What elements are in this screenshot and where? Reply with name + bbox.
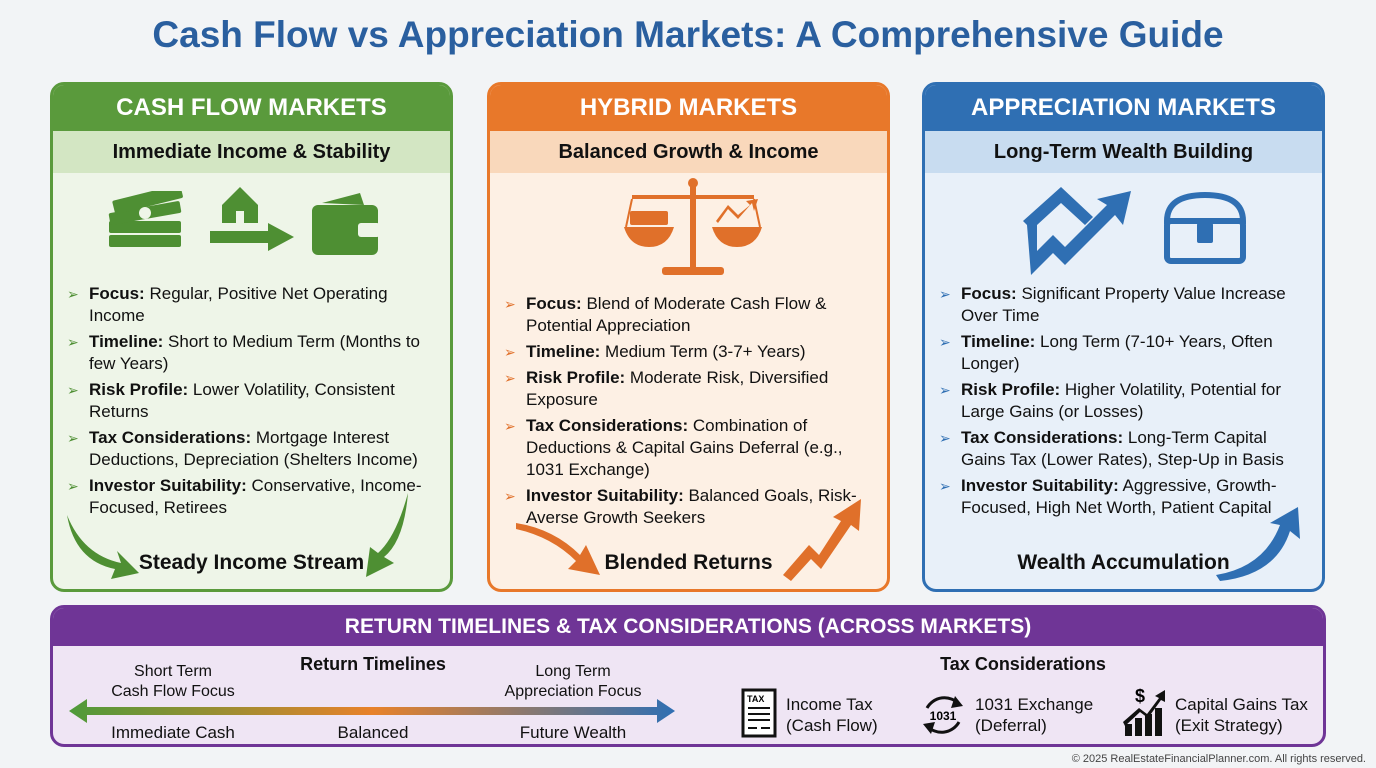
- appreciation-focus-label: Appreciation Focus: [504, 683, 642, 700]
- appreciation-card: APPRECIATION MARKETS Long-Term Wealth Bu…: [922, 82, 1325, 592]
- wallet-icon: [312, 193, 380, 255]
- list-item: ➢ Investor Suitability: Aggressive, Growt…: [939, 476, 1277, 517]
- panel-header: RETURN TIMELINES & TAX CONSIDERATIONS (A…: [53, 608, 1323, 646]
- list-item: ➢ Investor Suitability: Balanced Goals, R…: [504, 486, 857, 527]
- balance-scale-icon: [624, 178, 762, 275]
- list-item: ➢ Focus: Significant Property Value Incre…: [939, 284, 1286, 325]
- future-wealth-label: Future Wealth: [519, 723, 627, 742]
- timelines-tax-panel: RETURN TIMELINES & TAX CONSIDERATIONS (A…: [50, 605, 1326, 747]
- list-item: ➢ Timeline: Long Term (7-10+ Years, Often…: [939, 332, 1273, 373]
- treasure-chest-icon: [1163, 191, 1247, 264]
- card-footer: Wealth Accumulation: [1017, 551, 1230, 574]
- svg-text:1031: 1031: [930, 709, 957, 723]
- list-item: ➢ Focus: Blend of Moderate Cash Flow & Po…: [504, 294, 827, 335]
- timeline-arrow: [69, 699, 675, 723]
- list-item: ➢ Timeline: Short to Medium Term (Months …: [67, 332, 420, 373]
- card-footer: Blended Returns: [604, 551, 773, 574]
- tax-title: Tax Considerations: [940, 654, 1106, 674]
- house-arrow-icon: [210, 187, 294, 251]
- timelines-title: Return Timelines: [300, 654, 446, 674]
- immediate-cash-label: Immediate Cash: [111, 723, 235, 742]
- curved-arrow-icon: [366, 493, 408, 577]
- list-item: ➢ Tax Considerations: Long-Term Capital G…: [939, 428, 1284, 469]
- income-tax-label: Income Tax (Cash Flow): [786, 695, 878, 735]
- long-term-label: Long Term: [535, 663, 611, 680]
- card-header: CASH FLOW MARKETS: [53, 85, 450, 131]
- list-item: ➢ Investor Suitability: Conservative, Inc…: [67, 476, 422, 517]
- capital-gains-chart-icon: $: [1123, 686, 1165, 736]
- page-title: Cash Flow vs Appreciation Markets: A Com…: [152, 14, 1224, 55]
- copyright: © 2025 RealEstateFinancialPlanner.com. A…: [1071, 753, 1366, 765]
- exchange-cycle-icon: 1031: [923, 696, 963, 734]
- list-item: ➢ Risk Profile: Higher Volatility, Potent…: [939, 380, 1281, 421]
- list-item: ➢ Tax Considerations: Mortgage Interest D…: [67, 428, 418, 469]
- capital-gains-label: Capital Gains Tax (Exit Strategy): [1175, 695, 1308, 735]
- balanced-label: Balanced: [337, 723, 409, 742]
- list-item: ➢ Focus: Regular, Positive Net Operating …: [67, 284, 388, 325]
- card-subtitle: Balanced Growth & Income: [490, 131, 887, 173]
- card-header: APPRECIATION MARKETS: [925, 85, 1322, 131]
- svg-text:TAX: TAX: [747, 694, 764, 704]
- card-subtitle: Immediate Income & Stability: [53, 131, 450, 173]
- list-item: ➢ Timeline: Medium Term (3-7+ Years): [504, 342, 806, 361]
- money-stack-icon: [108, 191, 183, 247]
- curved-arrow-icon: [67, 515, 139, 579]
- hybrid-card: HYBRID MARKETS Balanced Growth & Income …: [487, 82, 890, 592]
- growth-arrow-icon: [783, 499, 861, 581]
- curved-arrow-icon: [516, 523, 600, 575]
- 1031-exchange-label: 1031 Exchange (Deferral): [975, 695, 1094, 735]
- short-term-label: Short Term: [134, 663, 212, 680]
- tax-document-icon: TAX: [741, 688, 777, 738]
- list-item: ➢ Risk Profile: Lower Volatility, Consist…: [67, 380, 395, 421]
- cash-flow-focus-label: Cash Flow Focus: [111, 683, 235, 700]
- house-growth-icon: [1023, 187, 1131, 275]
- list-item: ➢ Tax Considerations: Combination of Dedu…: [504, 416, 843, 479]
- card-subtitle: Long-Term Wealth Building: [925, 131, 1322, 173]
- card-header: HYBRID MARKETS: [490, 85, 887, 131]
- card-footer: Steady Income Stream: [138, 551, 365, 574]
- cash-flow-card: CASH FLOW MARKETS Immediate Income & Sta…: [50, 82, 453, 592]
- curved-arrow-icon: [1216, 507, 1300, 581]
- svg-text:$: $: [1135, 686, 1145, 706]
- list-item: ➢ Risk Profile: Moderate Risk, Diversifie…: [504, 368, 829, 409]
